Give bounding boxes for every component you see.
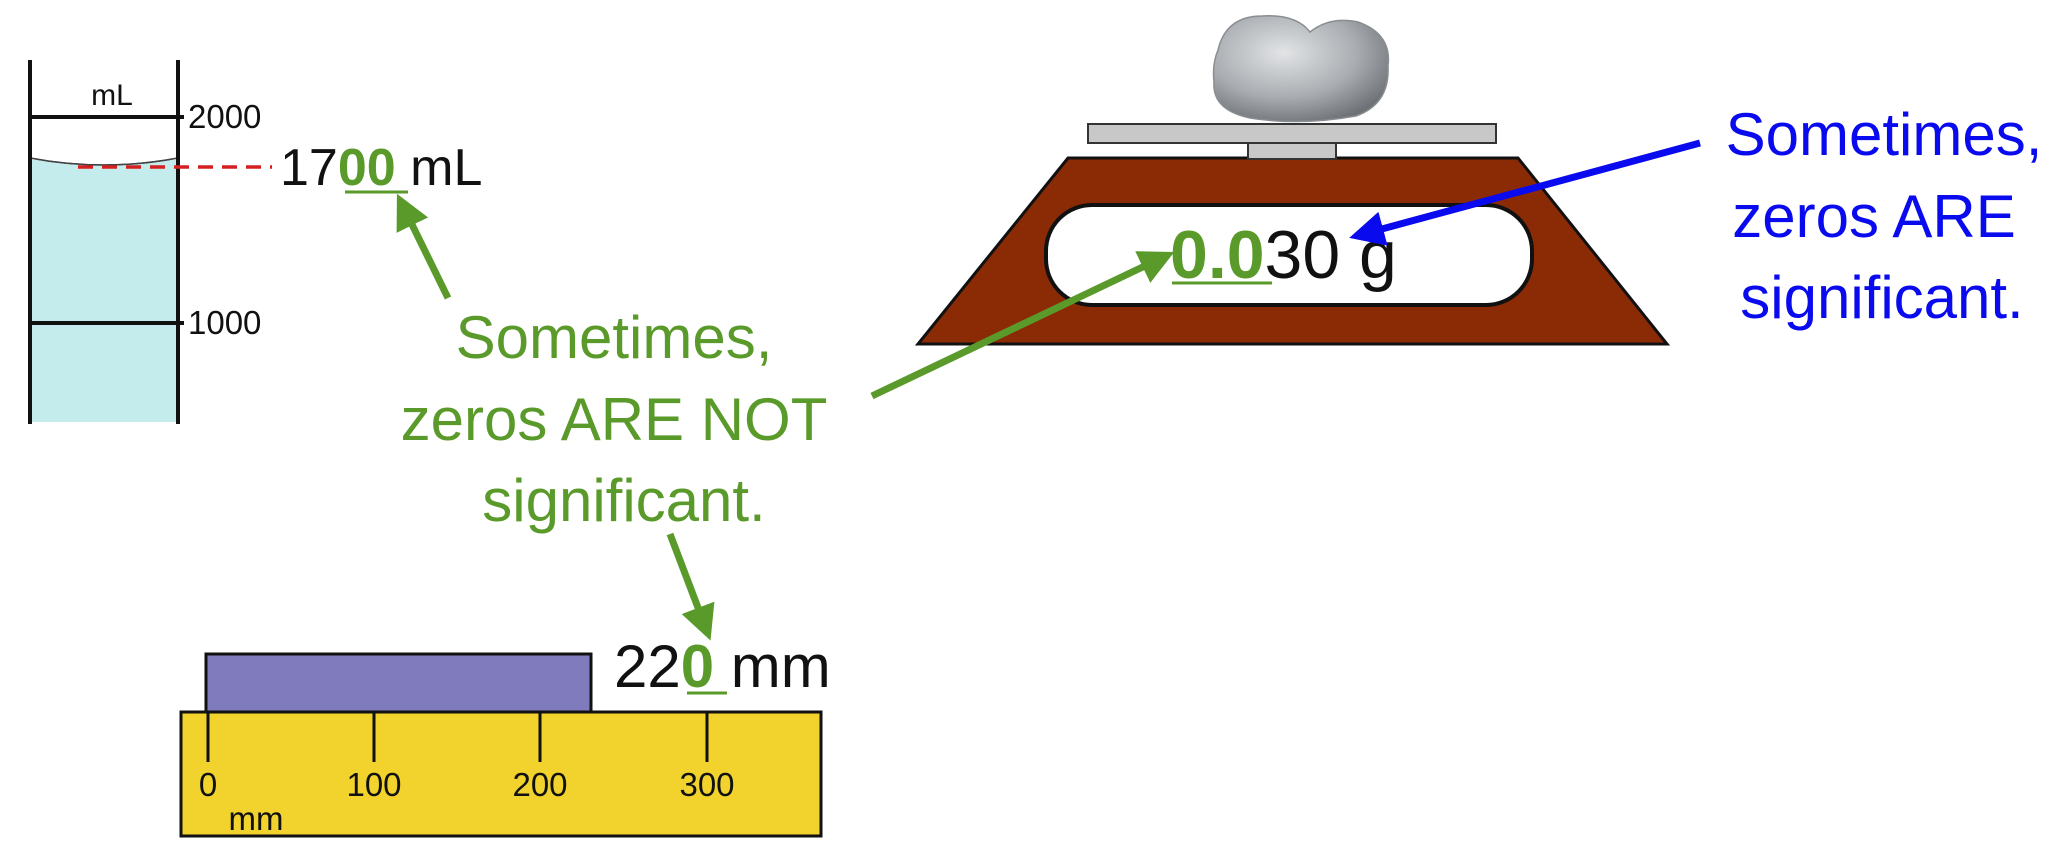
- cylinder-tick-2000: 2000: [188, 98, 261, 135]
- ruler-reading-prefix: 22: [614, 633, 681, 700]
- cylinder-reading: 1700 mL: [280, 139, 482, 197]
- callout-not-significant-line-1: Sometimes,: [456, 304, 773, 371]
- graduated-cylinder: mL 2000 1000: [28, 60, 272, 424]
- cylinder-reading-zeros: 00: [338, 139, 396, 197]
- arrow-to-cylinder-zeros: [396, 193, 452, 300]
- ruler-tick-label-200: 200: [512, 766, 567, 803]
- arrow-to-ruler-zero: [666, 532, 715, 641]
- liquid-top: [29, 157, 179, 166]
- callout-not-significant-line-3: significant.: [482, 467, 765, 534]
- ruler-assembly: 0 100 200 300 mm: [179, 652, 823, 838]
- scale-reading-zeros: 0.0: [1170, 217, 1265, 293]
- callout-significant: Sometimes, zeros ARE significant.: [1349, 101, 2043, 331]
- callout-significant-line-2: zeros ARE: [1732, 183, 2015, 250]
- callout-significant-line-3: significant.: [1740, 264, 2023, 331]
- ruler-tick-label-100: 100: [346, 766, 401, 803]
- cylinder-reading-prefix: 17: [280, 139, 338, 197]
- ruler-unit-label: mm: [229, 800, 284, 837]
- balance-scale: [914, 15, 1671, 346]
- callout-significant-line-1: Sometimes,: [1726, 101, 2043, 168]
- ruler-body: [179, 710, 823, 838]
- ruler-reading-zeros: 0: [681, 633, 714, 700]
- callout-not-significant-line-2: zeros ARE NOT: [401, 386, 828, 453]
- cylinder-meniscus: [29, 117, 179, 166]
- cylinder-reading-unit: mL: [396, 139, 483, 197]
- rock-icon: [1212, 15, 1390, 123]
- measured-block: [204, 652, 593, 714]
- ruler-reading-unit: mm: [714, 633, 831, 700]
- cylinder-liquid: [30, 160, 178, 422]
- arrow-to-scale-significant-zero: [1349, 139, 1701, 246]
- ruler-reading: 220 mm: [614, 633, 831, 700]
- arrow-to-scale-zeros: [870, 251, 1175, 400]
- scale-pan: [1087, 123, 1497, 144]
- cylinder-tick-1000: 1000: [188, 304, 261, 341]
- cylinder-unit-label: mL: [91, 79, 133, 112]
- callout-not-significant: Sometimes, zeros ARE NOT significant.: [396, 193, 1175, 641]
- scale-stem: [1247, 141, 1337, 160]
- ruler-tick-label-300: 300: [679, 766, 734, 803]
- ruler-tick-label-0: 0: [199, 766, 217, 803]
